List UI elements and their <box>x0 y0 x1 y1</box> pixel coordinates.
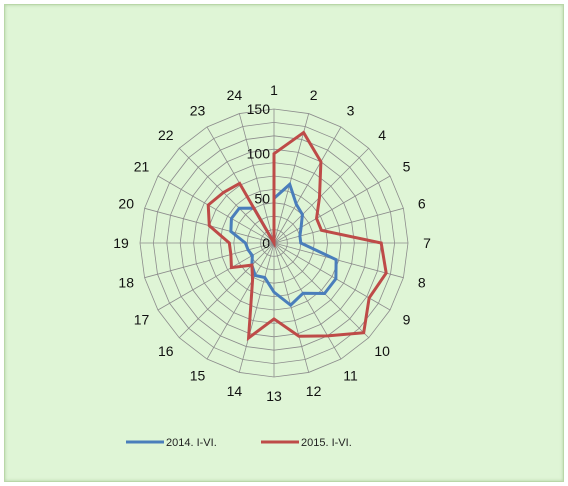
grid-spoke <box>273 113 310 244</box>
legend-label: 2014. I-VI. <box>166 437 217 449</box>
grid-spoke <box>238 113 275 244</box>
category-label: 2 <box>310 87 318 103</box>
category-label: 6 <box>418 195 426 211</box>
radar-series <box>206 130 388 342</box>
grid-spoke <box>157 242 275 311</box>
grid-spoke <box>273 126 342 244</box>
category-label: 3 <box>347 103 355 119</box>
legend: 2014. I-VI. 2015. I-VI. <box>126 437 352 449</box>
grid-spoke <box>206 242 275 360</box>
category-label: 12 <box>306 383 322 399</box>
category-label: 5 <box>403 159 411 175</box>
radial-tick-label: 0 <box>262 235 270 251</box>
category-label: 15 <box>190 368 206 384</box>
grid-spoke <box>238 242 275 373</box>
category-label: 21 <box>134 159 150 175</box>
series-line-2014 <box>229 181 338 308</box>
grid-spoke <box>144 242 275 279</box>
category-label: 13 <box>266 388 282 404</box>
chart-frame: 1 2 3 4 5 6 7 8 9 10 11 12 13 14 15 16 17 18 19 20 21 22 23 24 … <box>4 4 564 482</box>
category-label: 24 <box>227 87 243 103</box>
grid-spoke <box>157 175 275 244</box>
radial-tick-label: 100 <box>247 146 271 162</box>
grid-spoke <box>273 242 370 339</box>
category-label: 8 <box>418 275 426 291</box>
category-label: 4 <box>378 127 386 143</box>
legend-label: 2015. I-VI. <box>301 437 352 449</box>
grid-spoke <box>273 242 342 360</box>
grid-spoke <box>273 242 310 373</box>
radar-chart: 1 23456789101112131415161718192021222324 … <box>113 82 431 449</box>
grid-spoke <box>273 147 370 244</box>
category-label: 16 <box>158 343 174 359</box>
radial-tick-label: 150 <box>247 101 271 117</box>
radar-grid <box>139 108 409 378</box>
radial-tick-label: 50 <box>254 190 270 206</box>
category-label: 10 <box>374 343 390 359</box>
category-label: 22 <box>158 127 174 143</box>
category-label: 1 <box>270 82 278 98</box>
category-label: 20 <box>118 195 134 211</box>
grid-spoke <box>273 242 404 279</box>
category-label: 23 <box>190 103 206 119</box>
category-label: 14 <box>227 383 243 399</box>
grid-spoke <box>273 175 391 244</box>
grid-spoke <box>273 242 391 311</box>
radial-tick-labels: 0 50 100 150 <box>247 101 271 251</box>
grid-spoke <box>178 242 275 339</box>
category-label: 17 <box>134 312 150 328</box>
category-label: 19 <box>113 235 129 251</box>
series-line-2015 <box>206 130 388 342</box>
category-label: 7 <box>423 235 431 251</box>
category-label: 18 <box>118 275 134 291</box>
category-label: 9 <box>403 312 411 328</box>
grid-spoke <box>178 147 275 244</box>
grid-spoke <box>273 207 404 244</box>
category-label: 11 <box>343 368 358 384</box>
